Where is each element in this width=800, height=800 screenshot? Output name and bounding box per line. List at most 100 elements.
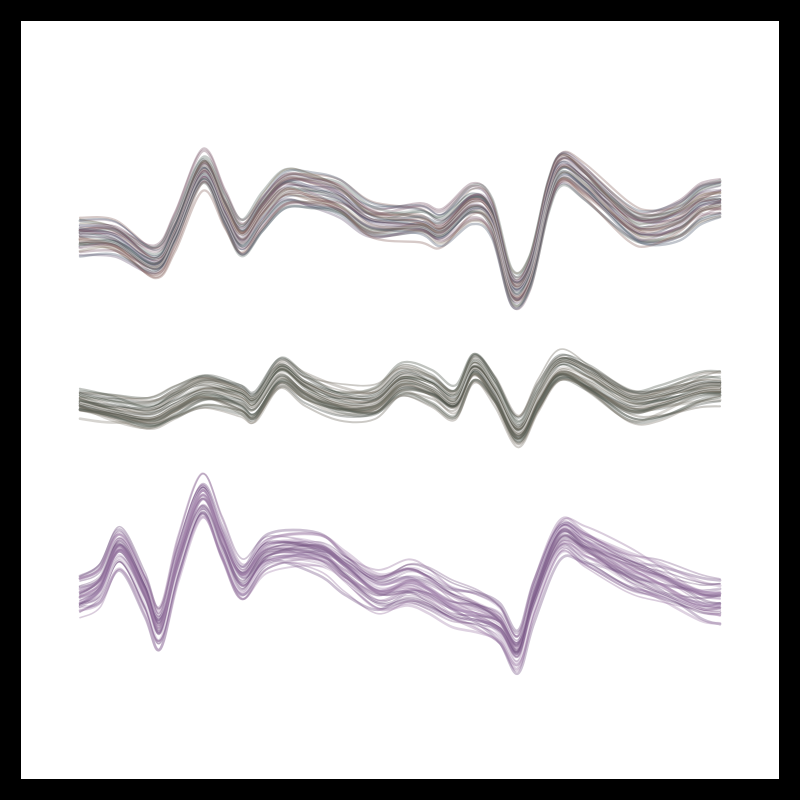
bottom-band-stroke	[79, 472, 721, 647]
middle-band-stroke	[79, 367, 721, 440]
top-band-stroke	[78, 178, 722, 311]
top-band-highlight	[79, 161, 721, 289]
top-band-stroke	[79, 153, 721, 281]
middle-band-stroke	[79, 359, 721, 431]
top-band-stroke	[78, 163, 722, 303]
bottom-band-stroke	[79, 484, 721, 656]
top-band-stroke	[78, 153, 722, 275]
white-canvas	[21, 21, 779, 779]
middle-band-stroke	[79, 362, 721, 438]
bottom-band-stroke	[79, 506, 721, 672]
middle-band-stroke	[78, 372, 722, 443]
middle-band-stroke	[78, 359, 722, 428]
top-band-stroke	[78, 170, 722, 296]
top-band-stroke	[78, 150, 722, 285]
bottom-band-stroke	[78, 505, 722, 654]
middle-band-stroke	[79, 377, 721, 449]
middle-band-highlight	[79, 369, 721, 435]
bottom-band-stroke	[79, 493, 721, 653]
bottom-band-highlight	[79, 507, 721, 662]
middle-band-stroke	[78, 364, 722, 432]
bottom-band-stroke	[78, 513, 722, 663]
bottom-band-highlight	[79, 488, 721, 642]
top-band-highlight	[79, 175, 721, 303]
top-band-stroke	[78, 153, 722, 287]
top-band-highlight	[79, 164, 721, 292]
top-band-stroke	[78, 169, 722, 297]
middle-band-stroke	[78, 352, 722, 422]
bottom-band-stroke	[78, 511, 722, 656]
middle-band-stroke	[78, 359, 722, 431]
bottom-band-stroke	[78, 507, 722, 675]
wave-artwork	[78, 147, 722, 675]
bottom-band-stroke	[78, 498, 722, 650]
middle-band-stroke	[78, 372, 722, 437]
bottom-band-stroke	[79, 506, 721, 646]
bottom-band-stroke	[79, 512, 721, 659]
top-band-stroke	[78, 164, 722, 299]
bottom-band-stroke	[79, 485, 721, 637]
top-band-stroke	[78, 151, 722, 284]
bottom-band-stroke	[78, 498, 722, 647]
middle-band-highlight	[79, 366, 721, 433]
middle-band-highlight	[79, 362, 721, 429]
top-band-stroke	[79, 174, 721, 304]
bottom-band-stroke	[79, 473, 721, 638]
middle-band-stroke	[79, 356, 721, 426]
middle-band-stroke	[79, 365, 721, 439]
top-band-stroke	[78, 172, 722, 310]
top-band-stroke	[78, 175, 722, 300]
middle-band-stroke	[78, 357, 722, 424]
top-band-highlight	[79, 154, 721, 282]
bottom-band-stroke	[78, 497, 722, 653]
top-band-stroke	[78, 156, 722, 288]
middle-band-stroke	[78, 373, 722, 440]
middle-wave-band	[78, 348, 722, 449]
bottom-band-stroke	[79, 490, 721, 648]
top-band-stroke	[78, 161, 722, 291]
bottom-band-stroke	[79, 508, 721, 662]
bottom-band-stroke	[79, 488, 721, 635]
bottom-band-stroke	[79, 494, 721, 655]
middle-band-highlight	[79, 358, 721, 425]
middle-band-stroke	[78, 353, 722, 419]
middle-band-stroke	[79, 368, 721, 434]
bottom-band-stroke	[79, 487, 721, 641]
top-band-stroke	[79, 157, 721, 281]
bottom-band-stroke	[79, 488, 721, 648]
middle-band-stroke	[78, 357, 722, 430]
top-band-stroke	[79, 165, 721, 288]
middle-band-stroke	[78, 354, 722, 418]
middle-band-stroke	[79, 372, 721, 440]
bottom-wave-band	[78, 472, 722, 675]
bottom-band-stroke	[78, 489, 722, 645]
top-band-stroke	[78, 171, 722, 308]
middle-band-stroke	[78, 352, 722, 426]
top-wave-band	[78, 147, 722, 311]
top-band-stroke	[78, 170, 722, 301]
middle-band-stroke	[78, 372, 722, 446]
bottom-band-stroke	[78, 516, 722, 657]
middle-band-stroke	[79, 348, 721, 418]
bottom-band-stroke	[78, 489, 722, 633]
middle-band-stroke	[78, 360, 722, 435]
middle-band-stroke	[78, 357, 722, 430]
top-band-stroke	[78, 159, 722, 293]
bottom-band-highlight	[79, 485, 721, 640]
bottom-band-stroke	[78, 493, 722, 667]
bottom-band-stroke	[79, 490, 721, 637]
bottom-band-stroke	[78, 508, 722, 664]
top-band-highlight	[79, 170, 721, 298]
bottom-band-stroke	[79, 497, 721, 651]
bottom-band-stroke	[79, 504, 721, 654]
top-band-stroke	[79, 154, 721, 275]
bottom-band-stroke	[78, 513, 722, 671]
middle-band-stroke	[78, 365, 722, 435]
bottom-band-highlight	[79, 510, 721, 664]
top-band-stroke	[79, 160, 721, 284]
top-band-stroke	[78, 177, 722, 299]
top-band-stroke	[78, 153, 722, 283]
top-band-stroke	[79, 176, 721, 301]
middle-band-stroke	[78, 359, 722, 429]
